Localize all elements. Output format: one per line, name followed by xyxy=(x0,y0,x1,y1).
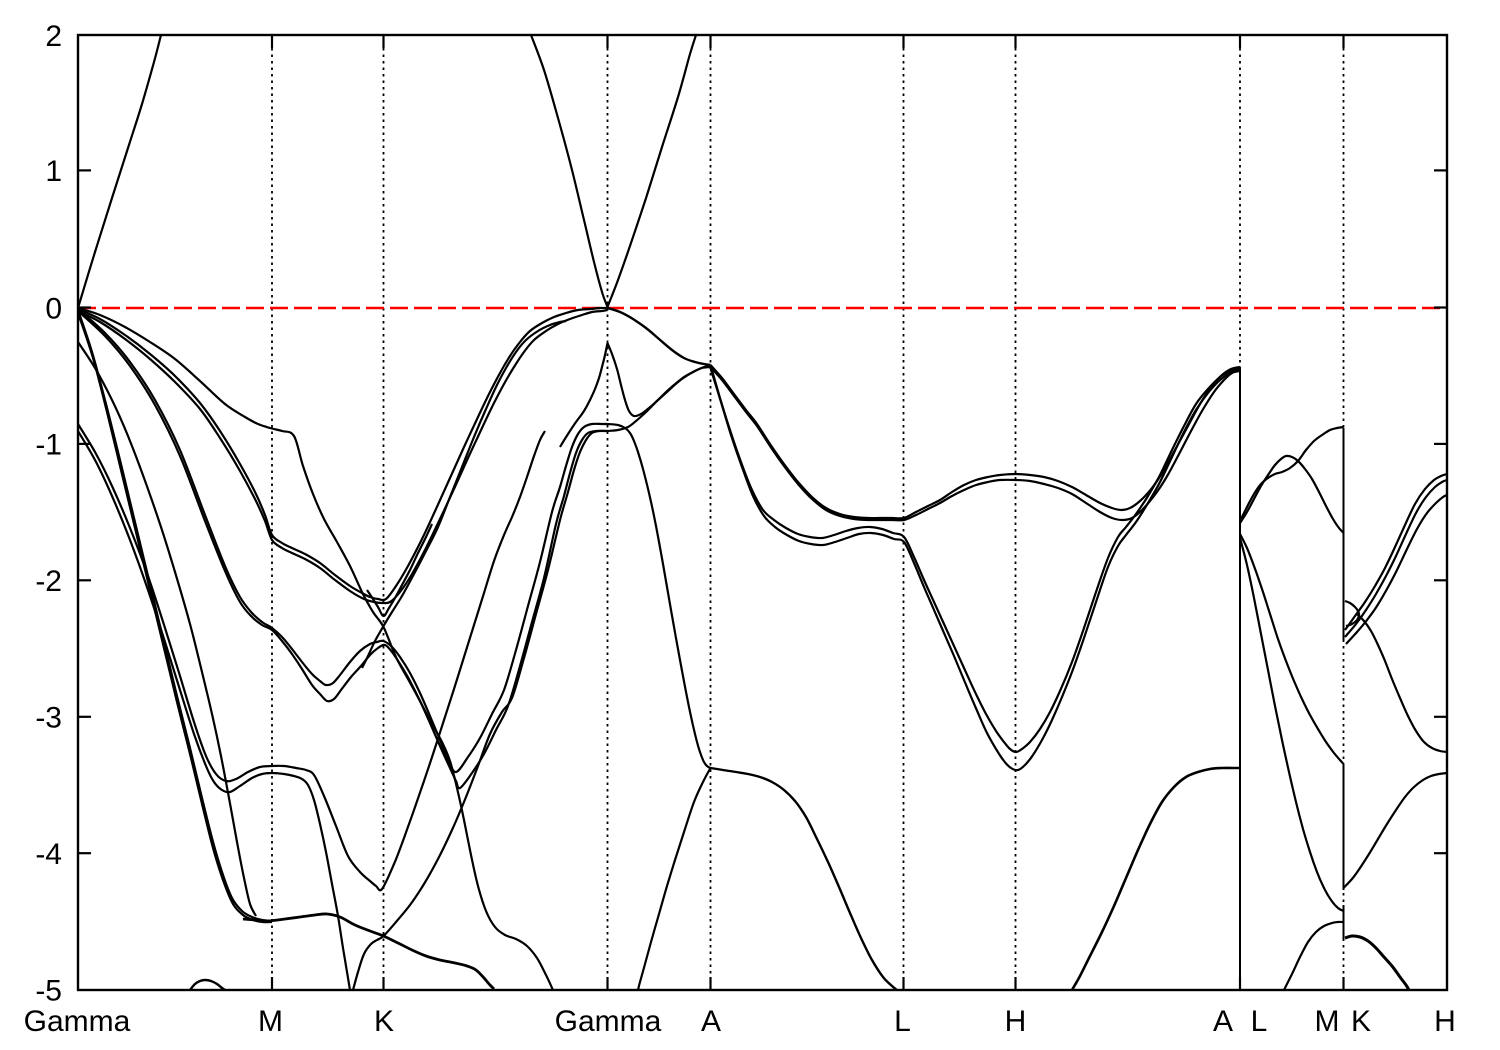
svg-text:A: A xyxy=(1213,1005,1233,1038)
svg-text:-4: -4 xyxy=(35,838,62,871)
svg-text:M: M xyxy=(258,1005,283,1038)
svg-text:L: L xyxy=(1251,1005,1268,1038)
svg-text:-1: -1 xyxy=(35,429,62,462)
svg-text:2: 2 xyxy=(45,20,62,53)
svg-text:-2: -2 xyxy=(35,565,62,598)
svg-text:0: 0 xyxy=(45,292,62,325)
svg-text:K: K xyxy=(374,1005,394,1038)
svg-text:Gamma: Gamma xyxy=(24,1005,131,1038)
svg-text:A: A xyxy=(701,1005,721,1038)
svg-text:H: H xyxy=(1005,1005,1027,1038)
svg-text:Gamma: Gamma xyxy=(555,1005,662,1038)
svg-text:K: K xyxy=(1351,1005,1371,1038)
svg-text:M: M xyxy=(1315,1005,1340,1038)
svg-text:H: H xyxy=(1434,1005,1456,1038)
svg-text:-3: -3 xyxy=(35,702,62,735)
svg-text:-5: -5 xyxy=(35,974,62,1007)
svg-text:L: L xyxy=(894,1005,911,1038)
svg-text:1: 1 xyxy=(45,155,62,188)
